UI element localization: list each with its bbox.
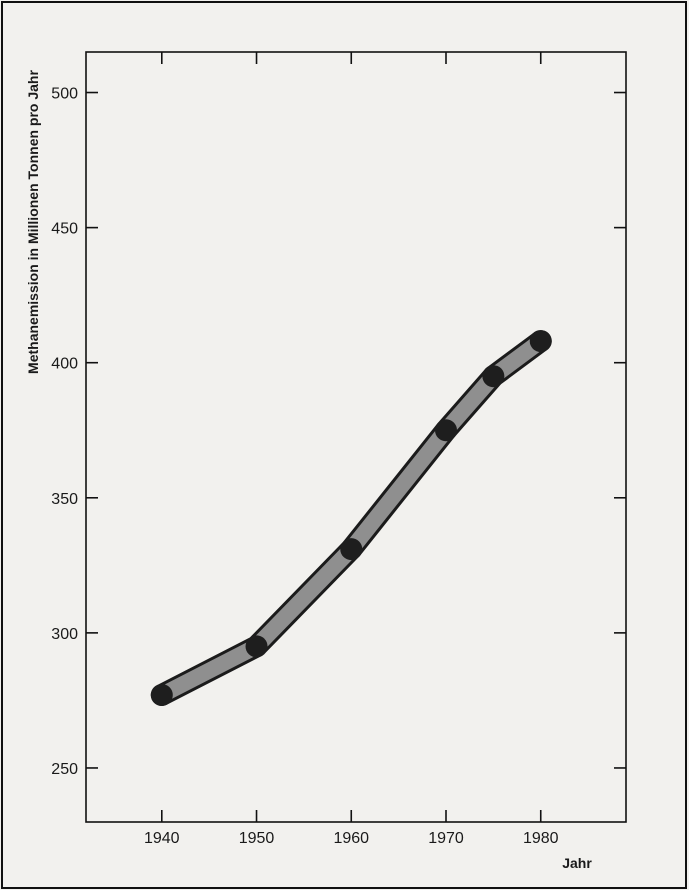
plot-frame — [85, 51, 627, 823]
y-tick-label: 350 — [51, 491, 78, 508]
x-tick-label: 1950 — [239, 830, 275, 847]
data-series — [150, 330, 552, 707]
data-point — [529, 330, 552, 353]
y-tick-label: 250 — [51, 761, 78, 778]
y-tick-label: 450 — [51, 221, 78, 238]
data-point — [150, 684, 173, 707]
data-point — [340, 538, 363, 561]
x-tick-label: 1970 — [428, 830, 464, 847]
x-tick-label: 1940 — [144, 830, 180, 847]
y-axis-label: Methanemission in Millionen Tonnen pro J… — [25, 70, 41, 374]
data-point — [245, 635, 268, 658]
x-axis-ticks: 1940 1950 1960 1970 1980 — [144, 52, 559, 847]
data-point — [482, 365, 505, 388]
data-point — [435, 419, 457, 442]
y-axis-ticks: 250 300 350 400 450 500 — [51, 86, 626, 778]
y-tick-label: 400 — [51, 356, 78, 373]
y-tick-label: 500 — [51, 86, 78, 103]
x-axis-label: Jahr — [562, 855, 592, 871]
y-tick-label: 300 — [51, 626, 78, 643]
x-tick-label: 1980 — [523, 830, 559, 847]
x-tick-label: 1960 — [333, 830, 369, 847]
